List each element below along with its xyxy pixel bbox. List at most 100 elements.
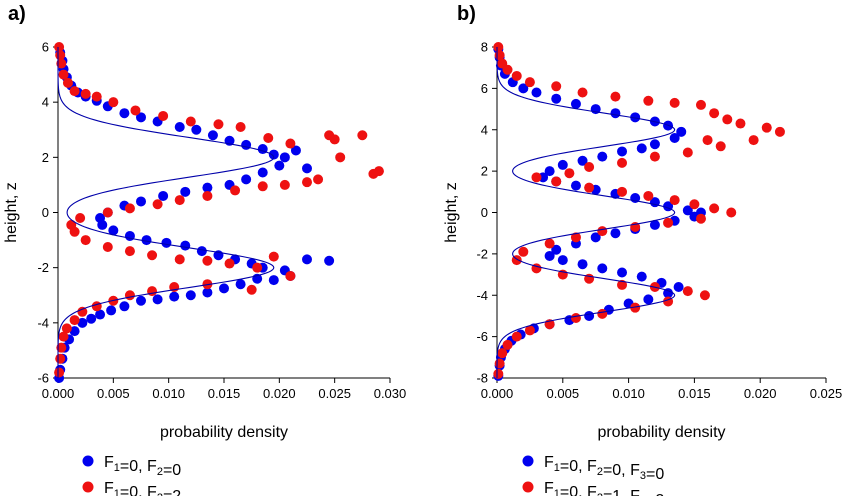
data-point: [202, 182, 213, 193]
x-tick-label: 0.015: [208, 386, 241, 401]
data-point: [557, 159, 568, 170]
x-tick-label: 0.015: [678, 386, 711, 401]
data-point: [663, 217, 674, 228]
data-point: [610, 91, 621, 102]
data-point: [56, 58, 67, 69]
data-point: [108, 225, 119, 236]
data-point: [302, 254, 312, 265]
data-point: [102, 241, 113, 252]
x-tick-label: 0.010: [152, 386, 185, 401]
fit-curve: [57, 47, 275, 378]
data-point: [213, 119, 224, 130]
panel-label: b): [457, 3, 476, 25]
legend-text-part: F: [544, 454, 554, 471]
data-point: [130, 105, 141, 116]
data-point: [584, 161, 595, 172]
data-point: [202, 255, 213, 266]
data-point: [702, 135, 713, 146]
data-point: [174, 195, 185, 206]
data-point: [669, 97, 680, 108]
y-tick-label: 4: [481, 122, 488, 137]
data-point: [54, 42, 65, 52]
data-point: [669, 195, 680, 206]
data-point: [290, 145, 301, 156]
data-point: [69, 226, 80, 237]
legend-text-part: F: [104, 480, 114, 496]
data-point: [158, 110, 169, 121]
x-axis-label: probability density: [597, 424, 725, 441]
data-point: [174, 121, 185, 132]
legend-subscript: 1: [114, 488, 120, 496]
data-point: [682, 205, 693, 216]
legend-text-part: =0: [646, 466, 664, 483]
x-axis-label: probability density: [160, 424, 288, 441]
data-point: [80, 235, 91, 246]
data-point: [102, 207, 113, 218]
y-tick-label: -2: [37, 260, 49, 275]
data-point: [722, 114, 733, 125]
data-point: [357, 130, 368, 141]
data-point: [597, 151, 608, 162]
data-point: [77, 306, 88, 317]
data-point: [224, 258, 235, 269]
data-point: [202, 287, 213, 298]
legend-text-part: =0: [163, 462, 181, 479]
data-point: [268, 275, 279, 286]
legend-marker-blue: [522, 455, 534, 467]
data-point: [69, 315, 80, 326]
x-tick-label: 0.030: [374, 386, 407, 401]
data-point: [564, 168, 575, 179]
data-point: [531, 87, 542, 98]
data-point: [617, 279, 628, 290]
data-point: [56, 342, 67, 353]
data-point: [185, 116, 196, 127]
series-red: [54, 42, 384, 378]
data-point: [152, 199, 163, 210]
data-point: [649, 151, 660, 162]
data-point: [544, 166, 555, 177]
data-point: [97, 219, 108, 230]
data-point: [95, 309, 106, 320]
data-point: [524, 77, 535, 88]
legend-entry-1: F1=0, F2=0: [104, 454, 181, 479]
data-point: [241, 174, 252, 185]
data-point: [695, 99, 706, 110]
legend-text-part: =1, F: [603, 488, 640, 496]
y-tick-label: -4: [476, 288, 488, 303]
y-tick-label: 6: [42, 40, 49, 55]
data-point: [174, 254, 185, 265]
data-point: [649, 139, 660, 150]
data-point: [643, 95, 654, 106]
data-point: [136, 295, 146, 306]
x-tick-label: 0.025: [810, 386, 843, 401]
y-tick-label: -8: [476, 371, 488, 386]
data-point: [158, 190, 169, 201]
data-point: [570, 98, 581, 109]
data-point: [279, 152, 290, 163]
data-point: [502, 64, 513, 75]
data-point: [313, 174, 324, 185]
data-point: [663, 288, 674, 299]
data-point: [161, 237, 172, 248]
y-tick-label: 6: [481, 81, 488, 96]
data-point: [55, 353, 66, 364]
data-point: [147, 250, 158, 261]
chart-panel-2: 0.000 0.005 0.010 0.015 0.020 0.025 -8 -6 -4 -2 0 2…: [443, 3, 842, 496]
legend-subscript: 3: [640, 470, 646, 482]
data-point: [86, 313, 97, 324]
data-point: [493, 42, 504, 52]
data-point: [285, 138, 296, 149]
data-point: [69, 326, 80, 337]
legend-marker-red: [82, 481, 94, 493]
legend-entry-1: F1=0, F2=0, F3=0: [544, 454, 664, 483]
data-point: [235, 279, 246, 290]
x-tick-label: 0.010: [612, 386, 645, 401]
data-point: [285, 270, 296, 281]
panel-label: a): [8, 3, 26, 25]
legend-entry-2: F1=0, F2=2: [104, 480, 181, 496]
data-point: [577, 87, 588, 98]
legend-subscript: 1: [554, 488, 560, 496]
data-point: [610, 108, 621, 119]
data-point: [124, 230, 135, 241]
data-point: [108, 97, 119, 108]
